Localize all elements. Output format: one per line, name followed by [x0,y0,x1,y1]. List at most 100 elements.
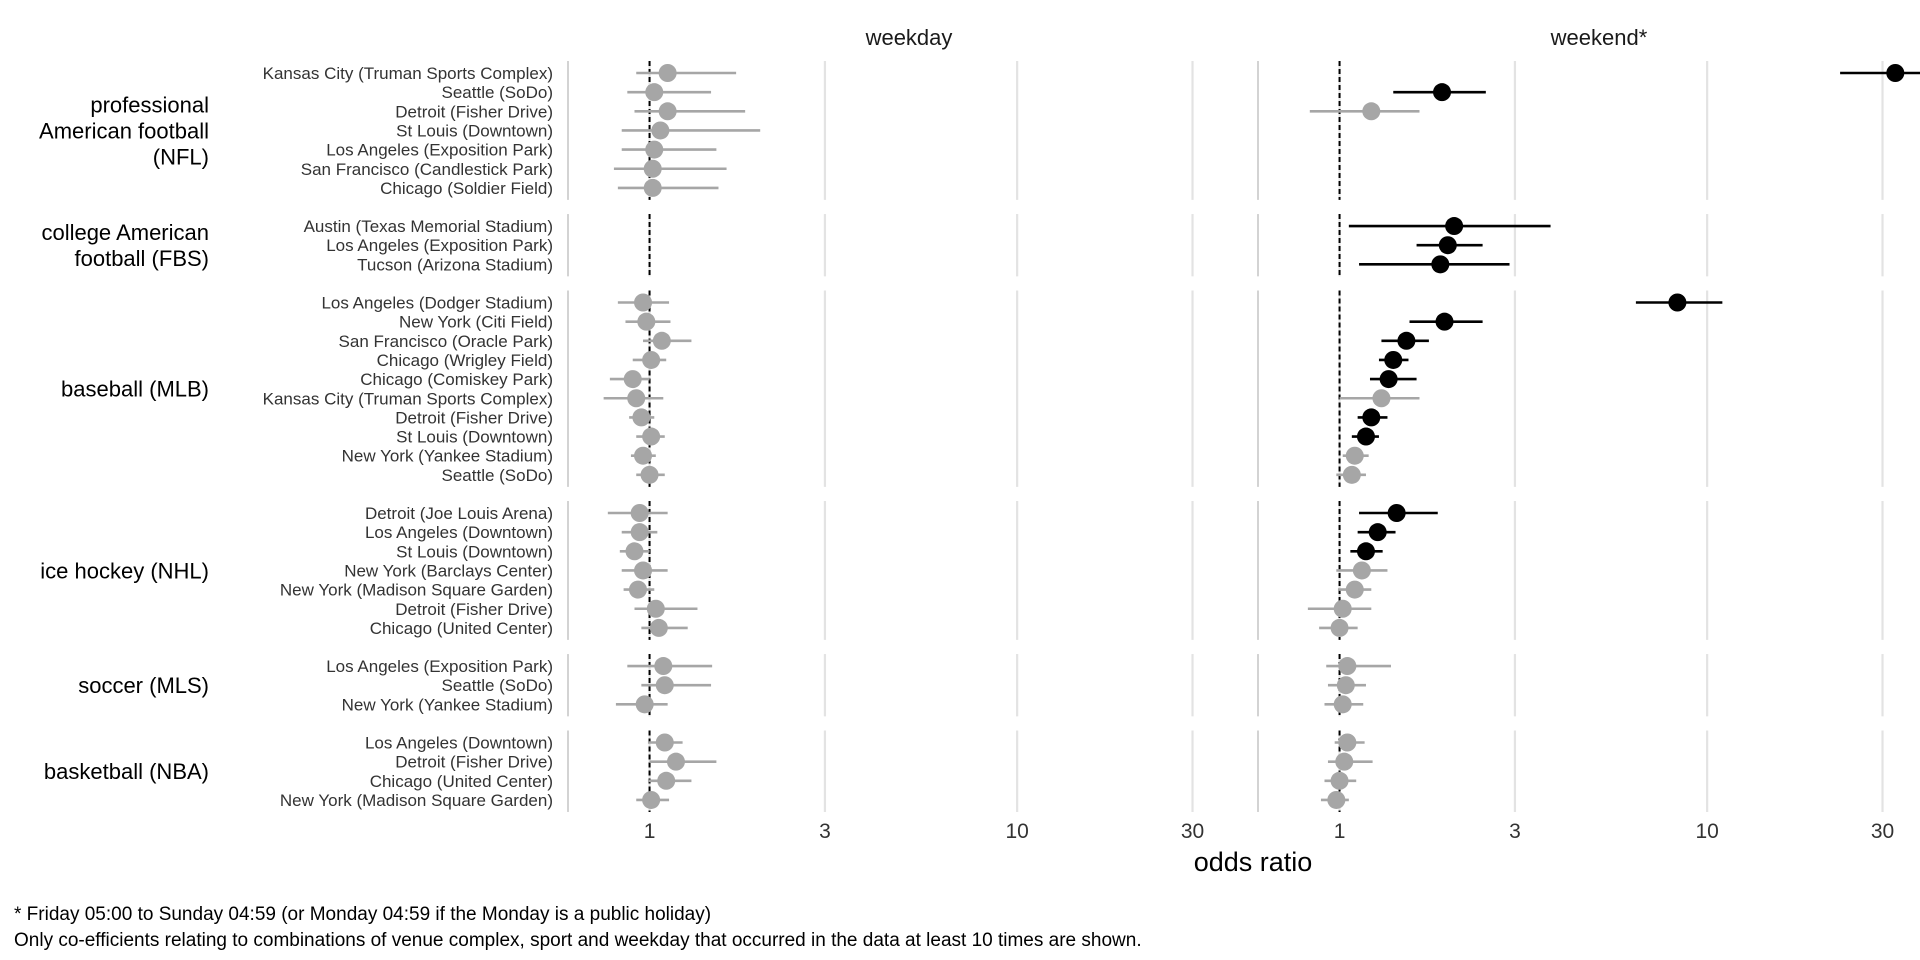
point-weekend-3-1 [1368,523,1387,542]
point-weekend-2-3 [1384,350,1403,369]
x-tick-label-weekend-10: 10 [1695,820,1718,843]
gridlines [567,61,1884,812]
point-weekend-5-2 [1330,771,1349,790]
group-label-2-line-0: baseball (MLB) [61,377,209,402]
row-label-2-2: San Francisco (Oracle Park) [339,332,553,351]
point-weekday-3-6 [649,618,668,637]
x-axis-title: odds ratio [1194,847,1313,877]
row-label-3-1: Los Angeles (Downtown) [365,523,553,542]
row-label-5-0: Los Angeles (Downtown) [365,734,553,753]
point-weekday-4-0 [654,657,673,676]
point-weekend-3-0 [1387,504,1406,522]
point-weekday-2-2 [652,331,671,350]
row-label-2-7: St Louis (Downtown) [396,428,553,447]
point-weekend-2-5 [1372,389,1391,408]
point-weekday-2-9 [640,465,659,484]
group-label-0-line-1: American football [39,118,209,143]
point-weekend-3-6 [1330,618,1349,637]
point-weekend-2-4 [1379,370,1398,389]
row-label-3-6: Chicago (United Center) [370,619,553,638]
forest-plot-chart: weekday weekend* 1 3 10 30 1 3 10 30 odds ratio pr… [39,25,1920,877]
point-weekday-2-6 [632,408,651,427]
point-weekend-3-2 [1356,542,1375,561]
point-weekday-2-5 [627,389,646,408]
point-weekend-2-9 [1342,465,1361,484]
point-weekend-3-5 [1333,599,1352,618]
x-tick-label-weekday-30: 30 [1181,820,1204,843]
row-label-2-3: Chicago (Wrigley Field) [377,351,553,370]
point-weekend-2-8 [1345,446,1364,465]
row-label-2-4: Chicago (Comiskey Park) [360,370,553,389]
row-label-4-0: Los Angeles (Exposition Park) [326,657,553,676]
point-weekday-0-4 [645,140,664,159]
group-label-3-line-0: ice hockey (NHL) [40,558,209,583]
row-label-3-2: St Louis (Downtown) [396,542,553,561]
point-weekday-2-0 [634,293,653,312]
point-weekday-2-4 [623,370,642,389]
row-label-5-2: Chicago (United Center) [370,772,553,791]
row-label-0-5: San Francisco (Candlestick Park) [301,160,553,179]
row-label-0-3: St Louis (Downtown) [396,121,553,140]
row-label-0-1: Seattle (SoDo) [442,83,554,102]
row-label-3-4: New York (Madison Square Garden) [280,581,553,600]
x-tick-label-weekend-3: 3 [1509,820,1521,843]
row-label-4-2: New York (Yankee Stadium) [342,695,553,714]
group-label-1-line-0: college American [41,220,209,245]
point-weekday-2-8 [634,446,653,465]
point-weekend-5-3 [1327,790,1346,809]
point-weekday-4-1 [655,676,674,695]
point-weekend-2-0 [1668,293,1687,312]
x-tick-label-weekend-1: 1 [1334,820,1346,843]
row-label-1-1: Los Angeles (Exposition Park) [326,236,553,255]
x-tick-label-weekend-30: 30 [1871,820,1894,843]
row-label-0-6: Chicago (Soldier Field) [380,179,553,198]
point-weekday-0-2 [658,102,677,121]
point-weekday-2-7 [642,427,661,446]
row-label-4-1: Seattle (SoDo) [442,676,554,695]
point-weekday-0-3 [651,121,670,140]
point-weekend-5-1 [1335,752,1354,771]
point-weekday-3-5 [646,599,665,618]
point-weekday-5-1 [666,752,685,771]
group-label-0-line-2: (NFL) [153,144,209,169]
panel-title-weekend: weekend* [1550,25,1648,50]
point-weekday-3-1 [630,523,649,542]
point-weekday-3-0 [630,504,649,522]
point-weekend-2-6 [1362,408,1381,427]
row-label-2-5: Kansas City (Truman Sports Complex) [263,389,553,408]
point-weekday-5-0 [655,733,674,752]
row-label-3-5: Detroit (Fisher Drive) [395,600,553,619]
x-tick-label-weekday-3: 3 [819,820,831,843]
point-weekend-4-0 [1338,657,1357,676]
group-label-5-line-0: basketball (NBA) [44,759,209,784]
row-label-3-0: Detroit (Joe Louis Arena) [365,504,553,523]
row-label-5-3: New York (Madison Square Garden) [280,791,553,810]
point-weekday-4-2 [635,695,654,714]
footnote-weekend-definition: * Friday 05:00 to Sunday 04:59 (or Monda… [14,904,712,925]
footnote-data-note: Only co-efficients relating to combinati… [14,930,1142,951]
row-label-0-2: Detroit (Fisher Drive) [395,102,553,121]
point-weekend-0-1 [1433,83,1452,102]
row-label-3-3: New York (Barclays Center) [344,561,553,580]
point-weekend-3-4 [1345,580,1364,599]
x-tick-label-weekday-1: 1 [644,820,656,843]
point-weekday-3-2 [625,542,644,561]
point-weekend-2-7 [1356,427,1375,446]
point-weekday-2-3 [642,350,661,369]
row-label-1-2: Tucson (Arizona Stadium) [357,255,553,274]
point-weekend-1-1 [1438,236,1457,255]
row-label-2-1: New York (Citi Field) [399,313,553,332]
group-label-1-line-1: football (FBS) [75,246,210,271]
row-label-2-6: Detroit (Fisher Drive) [395,408,553,427]
point-weekend-1-0 [1445,217,1464,236]
row-label-5-1: Detroit (Fisher Drive) [395,753,553,772]
point-weekday-3-3 [634,561,653,580]
point-weekend-0-2 [1362,102,1381,121]
point-weekday-5-2 [657,771,676,790]
row-label-0-4: Los Angeles (Exposition Park) [326,141,553,160]
group-label-4-line-0: soccer (MLS) [78,673,209,698]
group-label-0-line-0: professional [90,92,209,117]
panel-title-weekday: weekday [865,25,953,50]
row-label-0-0: Kansas City (Truman Sports Complex) [263,64,553,83]
point-weekend-4-1 [1336,676,1355,695]
